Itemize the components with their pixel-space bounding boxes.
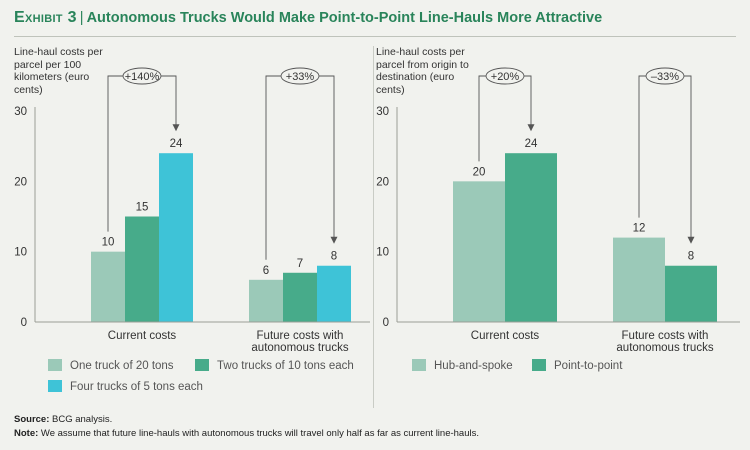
y-tick-label: 20 xyxy=(376,176,389,188)
bar-value-label: 12 xyxy=(633,223,646,235)
bar xyxy=(317,265,351,322)
y-tick-label: 30 xyxy=(14,106,27,118)
bar-value-label: 15 xyxy=(136,202,149,214)
note-label: Note: xyxy=(14,428,39,439)
left-y-axis-label: Line-haul costs per parcel per 100 kilom… xyxy=(14,46,103,96)
source-note: Source: BCG analysis. xyxy=(14,414,112,425)
y-tick-label: 10 xyxy=(14,247,27,259)
bar-value-label: 7 xyxy=(297,258,303,270)
annotation-badge xyxy=(485,67,525,85)
bar-value-label: 20 xyxy=(473,166,486,178)
bar xyxy=(505,153,557,322)
legend-label: Two trucks of 10 tons each xyxy=(217,360,354,372)
exhibit-title: Autonomous Trucks Would Make Point-to-Po… xyxy=(86,10,603,26)
bar xyxy=(125,216,159,322)
annotation-arrowhead xyxy=(172,124,180,132)
bar xyxy=(453,181,505,322)
annotation-arrowhead xyxy=(687,236,695,244)
bar xyxy=(91,251,125,322)
legend-swatch xyxy=(48,380,62,392)
legend-swatch xyxy=(532,359,546,371)
legend-swatch xyxy=(48,359,62,371)
category-label: autonomous trucks xyxy=(616,342,713,354)
legend-label: Four trucks of 5 tons each xyxy=(70,381,203,393)
annotation-label: +140% xyxy=(125,71,160,83)
y-tick-label: 0 xyxy=(21,317,27,329)
bar-value-label: 8 xyxy=(688,251,694,263)
source-text: BCG analysis. xyxy=(52,414,113,425)
annotation-badge xyxy=(122,67,162,85)
bar-value-label: 24 xyxy=(170,138,183,150)
bar xyxy=(249,279,283,322)
category-label: Future costs with xyxy=(257,330,344,342)
bar-value-label: 10 xyxy=(102,237,115,249)
footnote: Note: We assume that future line-hauls w… xyxy=(14,428,479,439)
bar xyxy=(665,265,717,322)
title-rule xyxy=(14,36,736,37)
right-y-axis-label: Line-haul costs per parcel from origin t… xyxy=(376,46,469,96)
right-chart: 0 10 20 30 20 24 Current costs +20% 12 8 Future co… xyxy=(376,67,740,372)
annotation-bracket xyxy=(478,75,532,162)
bar-value-label: 6 xyxy=(263,265,269,277)
annotation-label: +33% xyxy=(286,71,315,83)
exhibit-label: Exhibit 3 xyxy=(14,9,77,26)
annotation-bracket xyxy=(265,75,335,260)
source-label: Source: xyxy=(14,414,50,425)
note-text: We assume that future line-hauls with au… xyxy=(40,428,480,439)
y-tick-label: 10 xyxy=(376,247,389,259)
annotation-arrowhead xyxy=(527,124,535,132)
bar-value-label: 8 xyxy=(331,251,337,263)
y-tick-label: 20 xyxy=(14,176,27,188)
left-chart: 0 10 20 30 10 15 24 Current costs +140% 6 7 8 Future… xyxy=(14,67,370,393)
title-separator: | xyxy=(79,10,84,26)
legend-swatch xyxy=(195,359,209,371)
category-label: Current costs xyxy=(471,330,540,342)
annotation-arrowhead xyxy=(330,236,338,244)
bar xyxy=(159,153,193,322)
bar xyxy=(283,272,317,322)
annotation-badge xyxy=(280,67,320,85)
legend-swatch xyxy=(412,359,426,371)
page-title: Exhibit 3 | Autonomous Trucks Would Make P… xyxy=(14,9,602,27)
legend-label: Hub-and-spoke xyxy=(434,360,513,372)
bar-value-label: 24 xyxy=(525,138,538,150)
annotation-badge xyxy=(645,67,685,85)
panel-divider xyxy=(373,46,374,408)
legend-label: One truck of 20 tons xyxy=(70,360,174,372)
bar xyxy=(613,237,665,322)
category-label: autonomous trucks xyxy=(251,342,348,354)
annotation-bracket xyxy=(638,75,692,242)
y-tick-label: 30 xyxy=(376,106,389,118)
annotation-label: –33% xyxy=(651,71,679,83)
category-label: Current costs xyxy=(108,330,177,342)
annotation-label: +20% xyxy=(491,71,520,83)
category-label: Future costs with xyxy=(622,330,709,342)
y-tick-label: 0 xyxy=(383,317,389,329)
legend-label: Point-to-point xyxy=(554,360,623,372)
